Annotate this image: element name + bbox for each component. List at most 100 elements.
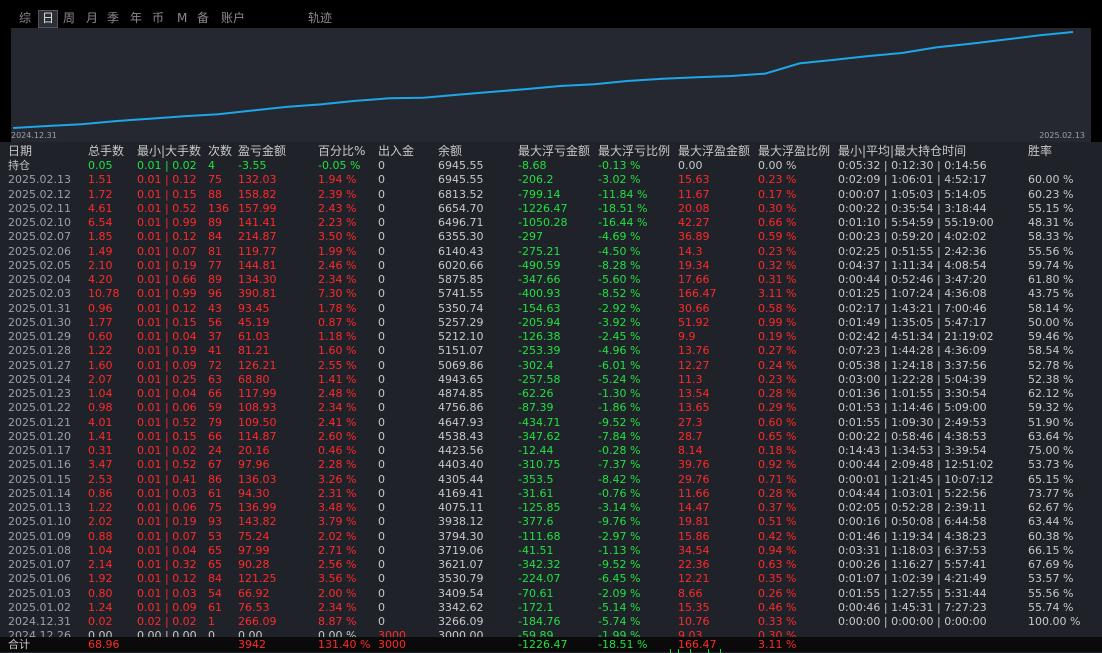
cell-max-float-gain-pct: 0.31 %	[758, 273, 797, 286]
cell-balance: 4169.41	[438, 486, 484, 500]
cell-hold-time: 0:00:44 | 2:09:48 | 12:51:02	[838, 458, 994, 472]
header-max-float-gain-pct[interactable]: 最大浮盈比例	[758, 144, 831, 158]
table-row[interactable]: 2025.02.07 1.85 0.01 | 0.12 84 214.87 3.50 % 0…	[0, 229, 1102, 244]
header-total-lots[interactable]: 总手数	[88, 144, 125, 158]
table-row[interactable]: 2025.01.24 2.07 0.01 | 0.25 63 68.80 1.41 % 0 4…	[0, 372, 1102, 387]
header-max-float-loss[interactable]: 最大浮亏金额	[518, 144, 591, 158]
table-row[interactable]: 2025.02.13 1.51 0.01 | 0.12 75 132.03 1.94 % 0…	[0, 172, 1102, 187]
table-row[interactable]: 2025.01.03 0.80 0.01 | 0.03 54 66.92 2.00 % 0 3…	[0, 586, 1102, 601]
cell-min-max-lots: 0.01 | 0.12	[137, 230, 197, 244]
cell-max-float-loss: -154.63	[518, 301, 561, 315]
cell-deposit-withdraw: 0	[378, 600, 385, 614]
table-row[interactable]: 2025.01.30 1.77 0.01 | 0.15 56 45.19 0.87 % 0 5…	[0, 315, 1102, 330]
cell-hold-time: 0:00:26 | 1:16:27 | 5:57:41	[838, 558, 987, 571]
tab-1[interactable]: 日	[38, 10, 59, 28]
cell-trade-count: 61	[208, 486, 222, 500]
table-row[interactable]: 2025.01.02 1.24 0.01 | 0.09 61 76.53 2.34 % 0 3…	[0, 600, 1102, 615]
cell-max-float-gain-pct: 0.26 %	[758, 586, 797, 600]
cell-max-float-loss: -172.1	[518, 600, 554, 614]
table-row[interactable]: 2025.01.14 0.86 0.01 | 0.03 61 94.30 2.31 % 0 4…	[0, 486, 1102, 501]
tab-3[interactable]: 月	[86, 11, 99, 25]
tab-5[interactable]: 年	[130, 11, 143, 25]
cell-max-float-loss-pct: -2.09 %	[598, 586, 641, 600]
table-row[interactable]: 2025.02.11 4.61 0.01 | 0.52 136 157.99 2.43 %…	[0, 201, 1102, 216]
cell-win-rate: 59.74 %	[1028, 258, 1074, 272]
table-row[interactable]: 2025.01.06 1.92 0.01 | 0.12 84 121.25 3.56 % 0…	[0, 571, 1102, 586]
table-row[interactable]: 2025.02.10 6.54 0.01 | 0.99 89 141.41 2.23 % 0…	[0, 215, 1102, 230]
tab-4[interactable]: 季	[107, 11, 120, 25]
cell-date: 持仓	[8, 159, 30, 172]
cell-total-lots: 1.77	[88, 315, 113, 329]
cell-min-max-lots: 0.01 | 0.04	[137, 330, 197, 343]
table-row[interactable]: 2025.01.20 1.41 0.01 | 0.15 66 114.87 2.60 % 0…	[0, 429, 1102, 444]
tab-10[interactable]: 轨迹	[308, 11, 333, 25]
table-row[interactable]: 2025.02.06 1.49 0.01 | 0.07 81 119.77 1.99 % 0…	[0, 244, 1102, 259]
table-row[interactable]: 2025.01.28 1.22 0.01 | 0.19 41 81.21 1.60 % 0 5…	[0, 343, 1102, 358]
cell-max-float-loss: -8.68	[518, 159, 547, 172]
header-deposit-withdraw[interactable]: 出入金	[378, 144, 415, 158]
cell-total-lots: 2.07	[88, 372, 113, 386]
cell-max-float-loss: -1226.47	[518, 638, 568, 651]
cell-balance: 3794.30	[438, 529, 484, 543]
cell-percent: 1.18 %	[318, 330, 357, 343]
header-date[interactable]: 日期	[8, 144, 33, 158]
total-row[interactable]: 合计 68.96 3942 131.40 % 3000 -1226.47 -18.51 % 1…	[0, 637, 1102, 652]
cell-percent: 7.30 %	[318, 287, 357, 301]
cell-min-max-lots: 0.01 | 0.99	[137, 287, 197, 301]
table-row[interactable]: 2025.02.05 2.10 0.01 | 0.19 77 144.81 2.46 % 0…	[0, 258, 1102, 273]
table-row[interactable]: 2025.01.16 3.47 0.01 | 0.52 67 97.96 2.28 % 0 4…	[0, 457, 1102, 472]
table-row[interactable]: 2025.01.21 4.01 0.01 | 0.52 79 109.50 2.41 % 0…	[0, 415, 1102, 430]
cell-deposit-withdraw: 0	[378, 187, 385, 201]
cell-max-float-gain: 11.66	[678, 486, 710, 500]
table-row[interactable]: 2025.02.03 10.78 0.01 | 0.99 96 390.81 7.30 %…	[0, 286, 1102, 301]
tab-8[interactable]: 备	[197, 11, 210, 25]
cell-trade-count: 54	[208, 586, 222, 600]
tab-0[interactable]: 综	[19, 11, 32, 25]
table-row[interactable]: 2025.01.09 0.88 0.01 | 0.07 53 75.24 2.02 % 0 3…	[0, 529, 1102, 544]
cell-deposit-withdraw: 0	[378, 173, 385, 187]
equity-chart: 2024.12.31 2025.02.13	[11, 28, 1091, 142]
tab-2[interactable]: 周	[63, 11, 76, 25]
position-row[interactable]: 持仓 0.05 0.01 | 0.02 4 -3.55 -0.05 % 0 6945.55 -8…	[0, 158, 1102, 173]
cell-date: 2025.01.24	[8, 372, 71, 386]
tab-7[interactable]: M	[177, 11, 188, 25]
header-max-float-loss-pct[interactable]: 最大浮亏比例	[598, 144, 671, 158]
table-row[interactable]: 2025.01.08 1.04 0.01 | 0.04 65 97.99 2.71 % 0 3…	[0, 543, 1102, 558]
chart-end-date: 2025.02.13	[1039, 131, 1085, 140]
cell-pnl: 158.82	[238, 187, 277, 201]
cell-hold-time: 0:04:37 | 1:11:34 | 4:08:54	[838, 258, 987, 272]
cell-percent: 2.56 %	[318, 558, 357, 571]
table-row[interactable]: 2025.01.29 0.60 0.01 | 0.04 37 61.03 1.18 % 0 5…	[0, 329, 1102, 344]
cell-max-float-loss-pct: -3.92 %	[598, 315, 641, 329]
cell-trade-count: 89	[208, 273, 222, 286]
table-row[interactable]: 2024.12.31 0.02 0.02 | 0.02 1 266.09 8.87 % 0 3…	[0, 614, 1102, 629]
header-max-float-gain[interactable]: 最大浮盈金额	[678, 144, 751, 158]
table-row[interactable]: 2025.01.27 1.60 0.01 | 0.09 72 126.21 2.55 % 0…	[0, 358, 1102, 373]
header-balance[interactable]: 余额	[438, 144, 463, 158]
header-win-rate[interactable]: 胜率	[1028, 144, 1053, 158]
table-row[interactable]: 2025.01.07 2.14 0.01 | 0.32 65 90.28 2.56 % 0 3…	[0, 557, 1102, 572]
table-row[interactable]: 2025.01.22 0.98 0.01 | 0.06 59 108.93 2.34 % 0…	[0, 400, 1102, 415]
table-row[interactable]: 2025.01.17 0.31 0.01 | 0.02 24 20.16 0.46 % 0 4…	[0, 443, 1102, 458]
table-row[interactable]: 2025.02.04 4.20 0.01 | 0.66 89 134.30 2.34 % 0…	[0, 272, 1102, 287]
cell-max-float-gain-pct: 0.18 %	[758, 444, 797, 457]
header-hold-time[interactable]: 最小|平均|最大持仓时间	[838, 144, 967, 158]
cell-max-float-gain-pct: 0.19 %	[758, 330, 797, 343]
table-row[interactable]: 2025.01.15 2.53 0.01 | 0.41 86 136.03 3.26 % 0…	[0, 472, 1102, 487]
table-row[interactable]: 2025.01.31 0.96 0.01 | 0.12 43 93.45 1.78 % 0 5…	[0, 301, 1102, 316]
cell-max-float-loss-pct: -2.92 %	[598, 301, 641, 315]
cell-deposit-withdraw: 0	[378, 273, 385, 286]
table-row[interactable]: 2025.01.10 2.02 0.01 | 0.19 93 143.82 3.79 % 0…	[0, 514, 1102, 529]
header-trade-count[interactable]: 次数	[208, 144, 233, 158]
table-row[interactable]: 2025.01.13 1.22 0.01 | 0.06 75 136.99 3.48 % 0…	[0, 500, 1102, 515]
header-percent[interactable]: 百分比%	[318, 144, 366, 158]
cell-deposit-withdraw: 0	[378, 301, 385, 315]
tab-6[interactable]: 币	[152, 11, 165, 25]
table-row[interactable]: 2025.01.23 1.04 0.01 | 0.04 66 117.99 2.48 % 0…	[0, 386, 1102, 401]
cell-trade-count: 93	[208, 515, 222, 529]
header-pnl[interactable]: 盈亏金额	[238, 144, 287, 158]
table-row[interactable]: 2025.02.12 1.72 0.01 | 0.15 88 158.82 2.39 % 0…	[0, 187, 1102, 202]
header-min-max-lots[interactable]: 最小|大手数	[137, 144, 202, 158]
cell-max-float-gain: 15.35	[678, 600, 710, 614]
tab-9[interactable]: 账户	[221, 11, 246, 25]
